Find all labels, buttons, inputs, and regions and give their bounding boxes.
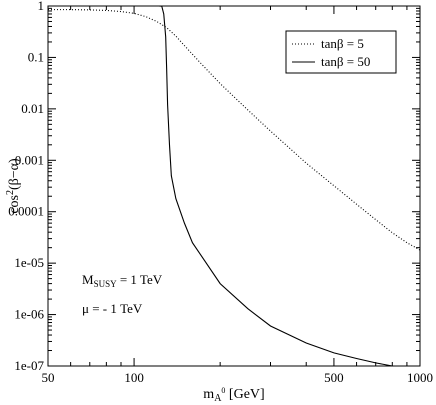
legend: tanβ = 5 tanβ = 50 [285, 30, 397, 74]
x-axis-title: mA0 [GeV] [203, 386, 264, 404]
legend-label-tanb5: tanβ = 5 [321, 36, 364, 51]
y-axis-title: cos2(β−α) [5, 158, 22, 214]
legend-box [285, 30, 397, 74]
y-tick-label: 0.01 [21, 101, 44, 116]
y-tick-label: 0.1 [28, 49, 44, 64]
series-lines [48, 6, 420, 366]
y-tick-label: 1e-07 [14, 358, 44, 373]
y-tick-label: 0.0001 [8, 204, 44, 219]
legend-label-tanb50: tanβ = 50 [321, 54, 370, 69]
plot-frame [47, 5, 421, 367]
y-tick-label: 1e-05 [14, 255, 44, 270]
x-axis-ticks: 50 100 500 1000 [42, 6, 433, 385]
x-tick-label: 50 [42, 370, 55, 385]
y-tick-label: 1e-06 [14, 307, 44, 322]
x-tick-label: 1000 [407, 370, 433, 385]
x-tick-label: 500 [324, 370, 344, 385]
y-axis-ticks: 1 0.1 0.01 0.001 0.0001 1e-05 1e-06 1e-07 [8, 0, 420, 373]
annotation-mu: μ = - 1 TeV [82, 301, 143, 316]
series-line-tanb50 [48, 6, 394, 366]
x-tick-label: 100 [124, 370, 144, 385]
y-tick-label: 1 [38, 0, 45, 13]
annotation-msusy: MSUSY = 1 TeV [82, 272, 163, 289]
y-tick-label: 0.001 [15, 152, 44, 167]
